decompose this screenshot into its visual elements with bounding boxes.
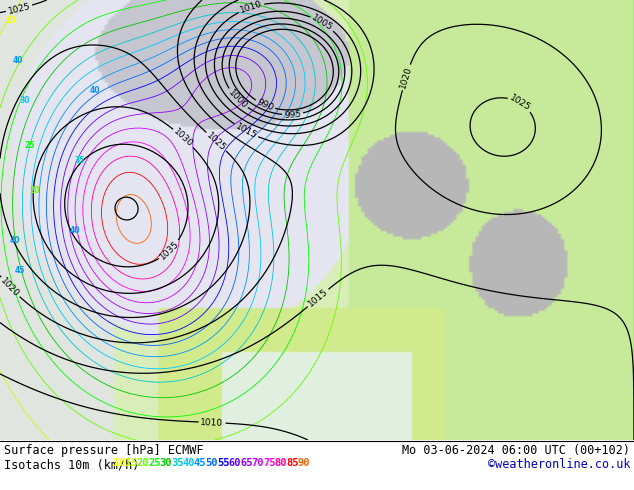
Text: 1020: 1020: [398, 65, 414, 90]
Text: 65: 65: [240, 458, 252, 468]
Text: 1020: 1020: [0, 276, 21, 298]
Text: 25: 25: [25, 141, 36, 149]
Text: Isotachs 10m (km/h): Isotachs 10m (km/h): [4, 458, 139, 471]
Text: 45: 45: [194, 458, 207, 468]
Text: 40: 40: [90, 85, 100, 95]
Text: 40: 40: [13, 55, 23, 65]
Text: 30: 30: [20, 96, 30, 104]
Text: 20: 20: [30, 186, 40, 195]
Text: 80: 80: [275, 458, 287, 468]
Text: 1035: 1035: [158, 239, 181, 262]
Text: 35: 35: [171, 458, 183, 468]
Text: 90: 90: [297, 458, 310, 468]
Text: 35: 35: [75, 155, 85, 165]
Text: 1015: 1015: [306, 287, 330, 309]
Text: 40: 40: [70, 225, 81, 235]
Text: 1010: 1010: [200, 417, 224, 427]
Text: 70: 70: [252, 458, 264, 468]
Text: 60: 60: [228, 458, 241, 468]
Text: 25: 25: [148, 458, 160, 468]
Text: 1015: 1015: [234, 122, 258, 140]
Text: Mo 03-06-2024 06:00 UTC (00+102): Mo 03-06-2024 06:00 UTC (00+102): [402, 444, 630, 457]
Text: 55: 55: [217, 458, 230, 468]
Text: 1030: 1030: [172, 127, 195, 149]
Text: 995: 995: [283, 109, 302, 120]
Text: 1025: 1025: [205, 130, 228, 153]
Text: 50: 50: [205, 458, 218, 468]
Text: 10: 10: [113, 458, 126, 468]
Text: 990: 990: [256, 98, 275, 113]
Text: 40: 40: [10, 236, 20, 245]
Text: 20: 20: [136, 458, 149, 468]
Text: 1005: 1005: [310, 13, 335, 33]
Text: ©weatheronline.co.uk: ©weatheronline.co.uk: [488, 458, 630, 471]
Text: 1010: 1010: [239, 0, 264, 15]
Text: 15: 15: [125, 458, 138, 468]
Text: 85: 85: [286, 458, 299, 468]
Text: 45: 45: [15, 266, 25, 274]
Text: 10: 10: [4, 16, 15, 24]
Text: Surface pressure [hPa] ECMWF: Surface pressure [hPa] ECMWF: [4, 444, 204, 457]
Text: 1025: 1025: [7, 1, 31, 16]
Text: 1025: 1025: [508, 93, 533, 113]
Text: 30: 30: [159, 458, 172, 468]
Text: 1000: 1000: [226, 88, 249, 110]
Text: 75: 75: [263, 458, 275, 468]
Text: 40: 40: [183, 458, 195, 468]
